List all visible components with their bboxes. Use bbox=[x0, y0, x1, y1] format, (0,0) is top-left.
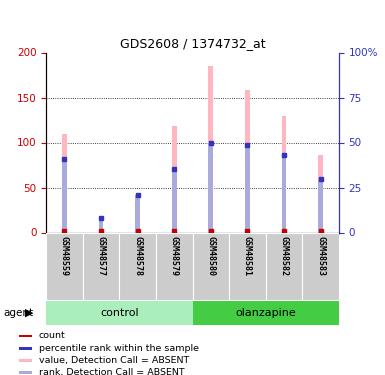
Bar bbox=[46, 232, 83, 300]
Bar bbox=[245, 145, 250, 232]
Title: GDS2608 / 1374732_at: GDS2608 / 1374732_at bbox=[120, 37, 265, 50]
Text: olanzapine: olanzapine bbox=[235, 308, 296, 318]
Bar bbox=[208, 66, 213, 232]
Bar bbox=[135, 195, 140, 232]
Bar bbox=[318, 155, 323, 232]
Bar bbox=[172, 126, 177, 232]
Bar bbox=[208, 142, 213, 232]
Text: count: count bbox=[39, 332, 66, 340]
Text: GSM48559: GSM48559 bbox=[60, 236, 69, 276]
Bar bbox=[281, 116, 286, 232]
Bar bbox=[83, 232, 119, 300]
Bar bbox=[19, 347, 32, 350]
Text: GSM48582: GSM48582 bbox=[280, 236, 288, 276]
Bar bbox=[99, 218, 104, 232]
Bar bbox=[135, 195, 140, 232]
Bar bbox=[19, 334, 32, 338]
Bar bbox=[19, 359, 32, 362]
Bar bbox=[62, 159, 67, 232]
Bar bbox=[281, 155, 286, 232]
Bar bbox=[119, 232, 156, 300]
Bar bbox=[266, 232, 302, 300]
Text: percentile rank within the sample: percentile rank within the sample bbox=[39, 344, 199, 352]
Bar bbox=[192, 302, 339, 325]
Text: GSM48581: GSM48581 bbox=[243, 236, 252, 276]
Bar bbox=[192, 232, 229, 300]
Bar bbox=[156, 232, 192, 300]
Text: GSM48579: GSM48579 bbox=[170, 236, 179, 276]
Text: GSM48577: GSM48577 bbox=[97, 236, 105, 276]
Bar bbox=[245, 90, 250, 232]
Text: control: control bbox=[100, 308, 139, 318]
Bar bbox=[318, 179, 323, 232]
Bar bbox=[302, 232, 339, 300]
Text: agent: agent bbox=[4, 308, 34, 318]
Text: GSM48583: GSM48583 bbox=[316, 236, 325, 276]
Text: GSM48580: GSM48580 bbox=[206, 236, 215, 276]
Text: GSM48578: GSM48578 bbox=[133, 236, 142, 276]
Bar bbox=[62, 134, 67, 232]
Bar bbox=[229, 232, 266, 300]
Bar bbox=[19, 371, 32, 374]
Bar bbox=[46, 302, 192, 325]
Text: rank, Detection Call = ABSENT: rank, Detection Call = ABSENT bbox=[39, 368, 184, 375]
Bar bbox=[99, 220, 104, 232]
Bar bbox=[172, 169, 177, 232]
Text: value, Detection Call = ABSENT: value, Detection Call = ABSENT bbox=[39, 356, 189, 365]
Text: ▶: ▶ bbox=[25, 308, 33, 318]
